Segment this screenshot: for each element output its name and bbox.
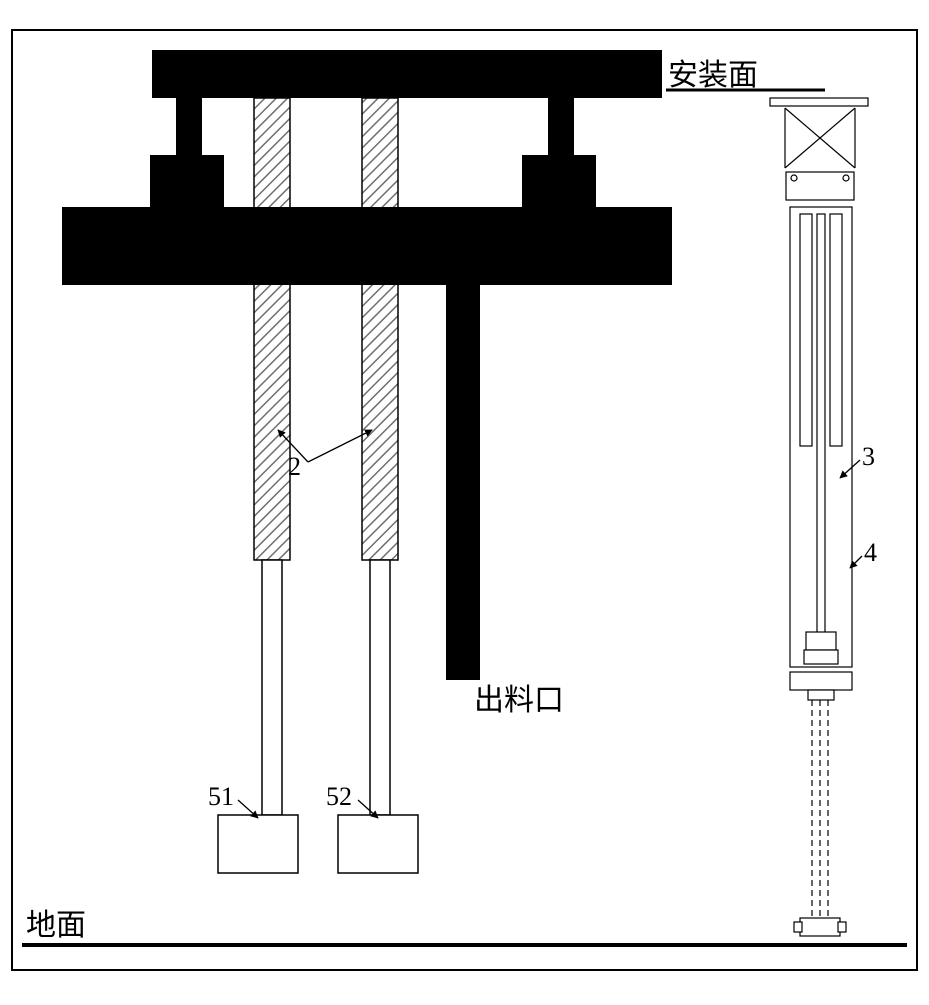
ra-foot-plate [790, 672, 852, 690]
ra-inner-left [800, 214, 812, 446]
cap-r [522, 155, 596, 207]
ra-base-block [800, 918, 840, 936]
hatched-pipe-left [254, 98, 290, 560]
thin-pipe-right [370, 560, 390, 815]
ref-1: 1 [78, 212, 91, 242]
label-outlet: 出料口 [474, 675, 564, 719]
ref-51: 51 [208, 782, 234, 812]
ra-foot-small [808, 690, 834, 700]
top-bar [152, 50, 662, 98]
ref-3: 3 [862, 442, 875, 472]
ra-lower-cap [804, 650, 838, 664]
ra-lower-det [806, 632, 836, 650]
bracket-r [548, 98, 574, 160]
ref-2: 2 [288, 452, 301, 482]
label-ground: 地面 [26, 900, 86, 944]
leaders [100, 232, 862, 818]
outlet-pipe [446, 285, 480, 680]
ref-52: 52 [326, 782, 352, 812]
label-mounting-surface: 安装面 [668, 50, 758, 94]
cap-l [150, 155, 224, 207]
hatched-pipe-right [362, 98, 398, 560]
right-assembly [770, 98, 868, 936]
ra-mid-rod [817, 214, 825, 644]
diagram-svg [0, 0, 929, 1000]
bracket-l [176, 98, 202, 160]
box-51 [218, 815, 298, 873]
mid-bar [62, 207, 672, 285]
diagram-root: 安装面 出料口 地面 1 2 3 4 51 52 [0, 0, 929, 1000]
ref-4: 4 [864, 538, 877, 568]
box-52 [338, 815, 418, 873]
thin-pipe-left [262, 560, 282, 815]
ra-inner-right [830, 214, 842, 446]
ra-top-plate [770, 98, 868, 106]
